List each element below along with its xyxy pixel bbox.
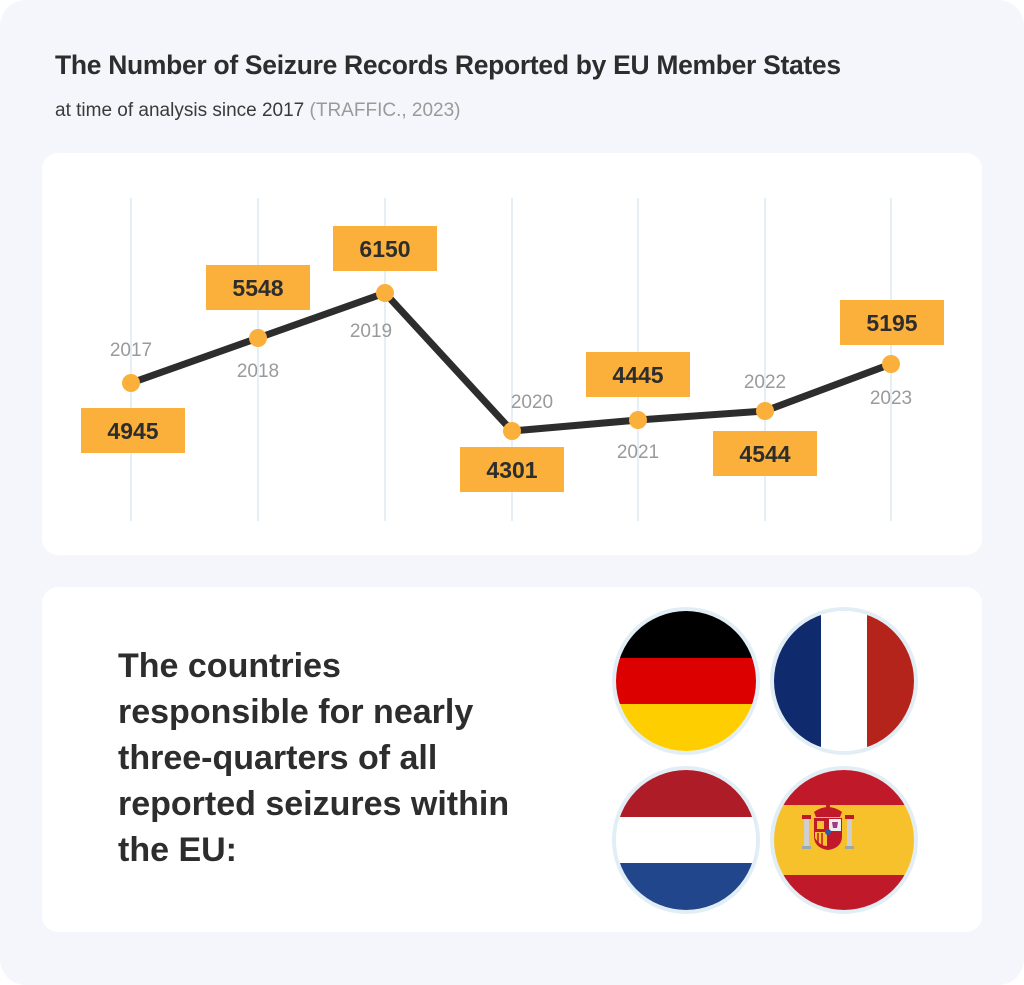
data-point — [629, 411, 647, 429]
countries-card: The countries responsible for nearly thr… — [42, 587, 982, 932]
value-label-2021: 4445 — [612, 362, 663, 388]
subtitle-text: at time of analysis since 2017 — [55, 100, 310, 121]
year-label-2018: 2018 — [237, 361, 279, 382]
flag-spain-icon — [770, 766, 918, 914]
year-label-2022: 2022 — [744, 372, 786, 393]
value-label-2020: 4301 — [486, 457, 537, 483]
year-label-2023: 2023 — [870, 388, 912, 409]
data-point — [249, 329, 267, 347]
flag-germany-icon — [612, 607, 760, 755]
flag-france-icon — [770, 607, 918, 755]
chart-card: 4945 5548 6150 4301 4445 4544 5195 2017 … — [42, 153, 982, 555]
year-label-2019: 2019 — [350, 321, 392, 342]
data-point — [503, 422, 521, 440]
data-points — [122, 284, 900, 440]
year-labels: 2017 2018 2019 2020 2021 2022 2023 — [110, 321, 912, 463]
line-chart: 4945 5548 6150 4301 4445 4544 5195 2017 … — [81, 198, 944, 521]
flag-netherlands-icon — [612, 766, 760, 914]
data-point — [376, 284, 394, 302]
value-label-2023: 5195 — [866, 310, 917, 336]
data-point — [882, 355, 900, 373]
source-citation: (TRAFFIC., 2023) — [309, 100, 461, 121]
value-label-2018: 5548 — [232, 275, 283, 301]
value-label-2022: 4544 — [739, 441, 790, 467]
data-point — [122, 374, 140, 392]
year-label-2020: 2020 — [511, 392, 553, 413]
spain-coat-of-arms-icon — [802, 804, 854, 850]
year-label-2017: 2017 — [110, 340, 152, 361]
countries-description: The countries responsible for nearly thr… — [118, 647, 510, 869]
value-labels: 4945 5548 6150 4301 4445 4544 5195 — [81, 226, 944, 492]
year-label-2021: 2021 — [617, 442, 659, 463]
data-point — [756, 402, 774, 420]
chart-subtitle: at time of analysis since 2017 (TRAFFIC.… — [55, 100, 461, 122]
value-label-2017: 4945 — [107, 418, 158, 444]
chart-title: The Number of Seizure Records Reported b… — [55, 50, 841, 80]
value-label-2019: 6150 — [359, 236, 410, 262]
